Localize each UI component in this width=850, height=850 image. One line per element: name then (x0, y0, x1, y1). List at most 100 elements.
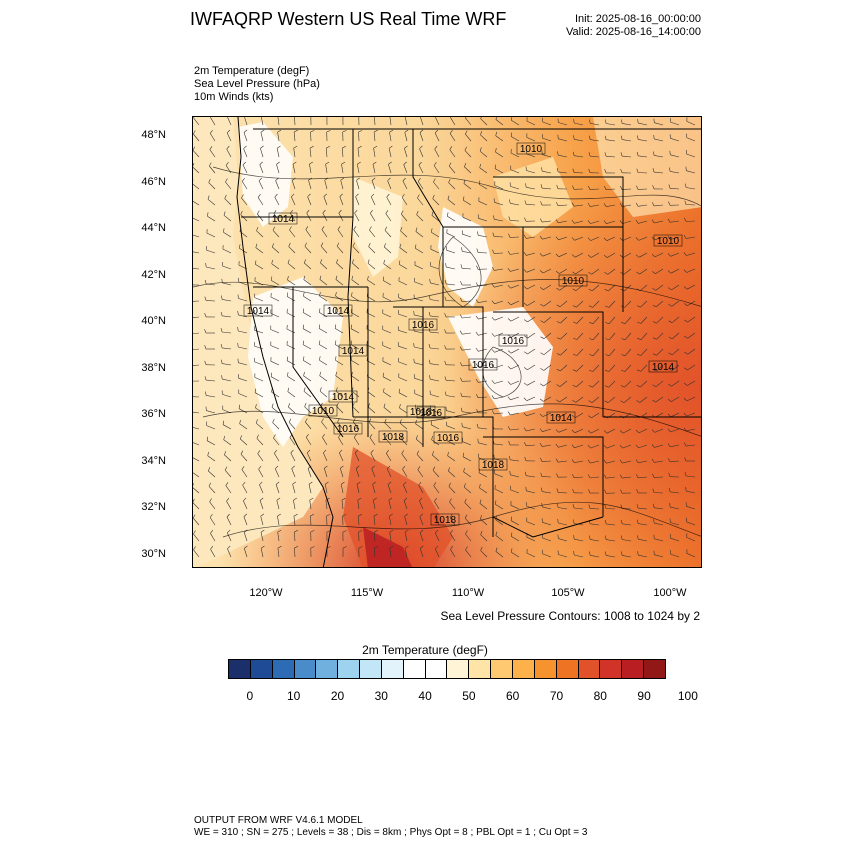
svg-text:1010: 1010 (657, 236, 680, 247)
pressure-label: 1014 (328, 390, 358, 403)
model-config: WE = 310 ; SN = 275 ; Levels = 38 ; Dis … (194, 827, 588, 838)
lat-label: 32°N (141, 501, 166, 513)
colorbar-tick-label: 70 (549, 689, 564, 703)
valid-time: Valid: 2025-08-16_14:00:00 (566, 26, 701, 38)
svg-text:1018: 1018 (482, 460, 505, 471)
svg-text:1014: 1014 (652, 362, 675, 373)
plot-title: IWFAQRP Western US Real Time WRF (190, 9, 507, 29)
pressure-label: 1010 (558, 274, 588, 287)
colorbar-swatch (381, 660, 404, 678)
colorbar-swatch (229, 660, 251, 678)
temperature-fill (193, 117, 701, 567)
svg-text:1014: 1014 (342, 346, 365, 357)
colorbar-swatch (294, 660, 317, 678)
svg-text:1016: 1016 (420, 408, 443, 419)
lat-label: 38°N (141, 362, 166, 374)
pressure-label: 1014 (243, 304, 273, 317)
colorbar-swatch (512, 660, 535, 678)
svg-text:1018: 1018 (410, 407, 433, 418)
svg-text:1016: 1016 (472, 360, 495, 371)
pressure-label: 1010 (308, 404, 338, 417)
colorbar (228, 659, 666, 679)
svg-text:1010: 1010 (520, 144, 543, 155)
pressure-label: 1018 (406, 405, 436, 418)
field-label-pressure: Sea Level Pressure (hPa) (194, 78, 320, 90)
colorbar-tick-label: 40 (418, 689, 432, 703)
colorbar-swatch (534, 660, 557, 678)
pressure-label: 1014 (268, 212, 298, 225)
pressure-label: 1010 (653, 234, 683, 247)
lat-label: 30°N (141, 548, 166, 560)
colorbar-tick-label: 60 (506, 689, 520, 703)
field-label-winds: 10m Winds (kts) (194, 91, 274, 103)
colorbar-tick-label: 10 (287, 689, 301, 703)
svg-text:1016: 1016 (437, 433, 460, 444)
lat-label: 42°N (141, 269, 166, 281)
svg-text:1016: 1016 (502, 336, 525, 347)
svg-text:1014: 1014 (272, 214, 295, 225)
wind-barbs (193, 117, 696, 558)
pressure-label: 1016 (416, 406, 446, 419)
lat-label: 40°N (141, 315, 166, 327)
pressure-label: 1014 (648, 360, 678, 373)
pressure-label: 1010 (516, 142, 546, 155)
colorbar-swatch (600, 660, 623, 678)
colorbar-tick-label: 100 (677, 689, 698, 703)
lat-label: 46°N (141, 176, 166, 188)
svg-text:1014: 1014 (550, 413, 573, 424)
pressure-label: 1018 (430, 513, 460, 526)
pressure-label: 1014 (338, 344, 368, 357)
pressure-label: 1014 (546, 411, 576, 424)
svg-text:1010: 1010 (312, 406, 335, 417)
political-boundaries (236, 117, 701, 567)
init-time: Init: 2025-08-16_00:00:00 (575, 13, 701, 25)
pressure-label: 1016 (468, 358, 498, 371)
colorbar-swatch (644, 660, 665, 678)
colorbar-tick-label: 90 (637, 689, 651, 703)
lon-label: 100°W (653, 587, 687, 599)
colorbar-tick-label: 80 (593, 689, 607, 703)
colorbar-swatch (250, 660, 273, 678)
colorbar-swatch (578, 660, 601, 678)
pressure-label: 1016 (433, 431, 463, 444)
colorbar-swatch (425, 660, 448, 678)
colorbar-tick-label: 30 (374, 689, 388, 703)
model-info: OUTPUT FROM WRF V4.6.1 MODEL (194, 815, 363, 826)
lon-label: 120°W (249, 587, 283, 599)
weather-map: 1010 1014 1010 1014 1016 1010 1014 1014 1016 1014… (192, 116, 702, 568)
contour-note: Sea Level Pressure Contours: 1008 to 102… (440, 609, 701, 623)
colorbar-swatch (491, 660, 513, 678)
lat-label: 48°N (141, 129, 166, 141)
lon-label: 115°W (350, 587, 384, 599)
colorbar-swatch (447, 660, 470, 678)
svg-text:1014: 1014 (247, 306, 270, 317)
svg-text:1016: 1016 (337, 424, 360, 435)
colorbar-swatch (556, 660, 579, 678)
colorbar-tick-label: 50 (462, 689, 476, 703)
lat-label: 34°N (141, 455, 166, 467)
svg-text:1010: 1010 (562, 276, 585, 287)
svg-text:1014: 1014 (327, 306, 350, 317)
colorbar-swatch (469, 660, 492, 678)
svg-text:1016: 1016 (412, 320, 435, 331)
lon-label: 105°W (551, 587, 585, 599)
lat-label: 44°N (141, 222, 166, 234)
pressure-label: 1016 (408, 318, 438, 331)
colorbar-swatch (360, 660, 382, 678)
lon-label: 110°W (451, 587, 485, 599)
colorbar-swatch (403, 660, 426, 678)
pressure-label: 1016 (498, 334, 528, 347)
svg-text:1014: 1014 (332, 392, 355, 403)
colorbar-swatch (272, 660, 295, 678)
lat-label: 36°N (141, 408, 166, 420)
colorbar-tick-label: 20 (330, 689, 345, 703)
svg-text:1018: 1018 (434, 515, 457, 526)
colorbar-swatch (622, 660, 645, 678)
pressure-label: 1016 (333, 422, 363, 435)
colorbar-tick-label: 0 (246, 689, 254, 703)
colorbar-title: 2m Temperature (degF) (362, 643, 488, 657)
field-label-temperature: 2m Temperature (degF) (194, 65, 310, 77)
colorbar-swatch (316, 660, 339, 678)
pressure-label: 1018 (478, 458, 508, 471)
